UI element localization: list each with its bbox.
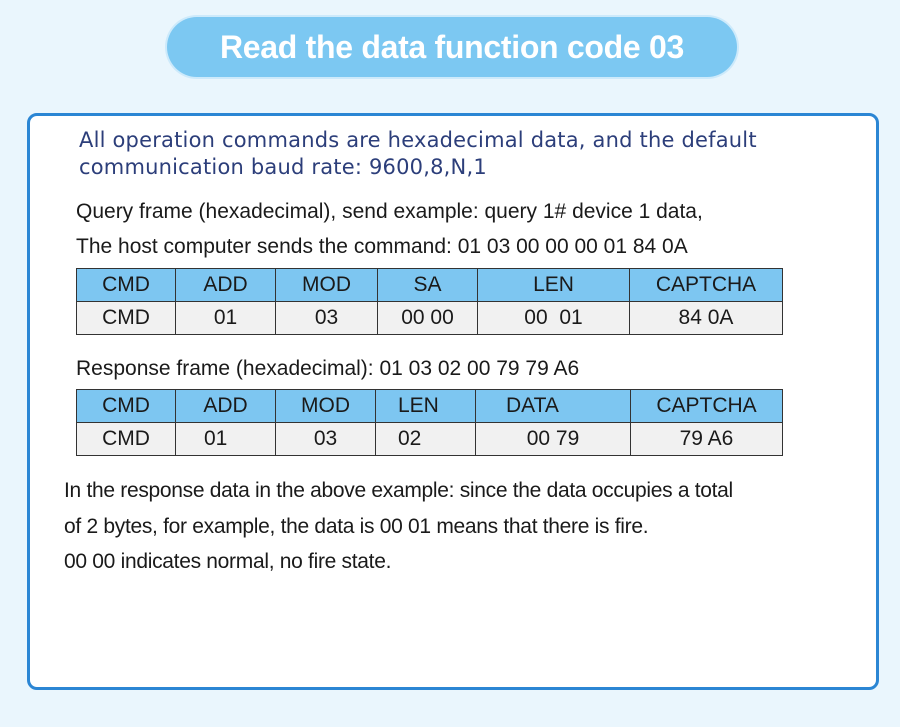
query-header-cell: MOD bbox=[275, 268, 378, 302]
response-value-cell: 03 bbox=[275, 422, 376, 456]
query-header-cell: LEN bbox=[477, 268, 630, 302]
query-frame-table: CMD ADD MOD SA LEN CAPTCHA CMD 01 03 00 … bbox=[76, 268, 783, 335]
query-table-value-row: CMD 01 03 00 00 00 01 84 0A bbox=[76, 301, 783, 335]
query-value-cell: 03 bbox=[275, 301, 378, 335]
title-banner: Read the data function code 03 bbox=[167, 17, 737, 77]
query-description: Query frame (hexadecimal), send example:… bbox=[76, 200, 703, 223]
response-header-cell: CAPTCHA bbox=[630, 389, 783, 423]
query-value-cell: 84 0A bbox=[629, 301, 783, 335]
intro-text: All operation commands are hexadecimal d… bbox=[79, 128, 757, 179]
query-header-cell: SA bbox=[377, 268, 478, 302]
response-value-cell: 02 bbox=[375, 422, 476, 456]
page-title: Read the data function code 03 bbox=[220, 28, 684, 65]
response-value-cell: 01 bbox=[175, 422, 276, 456]
query-command: The host computer sends the command: 01 … bbox=[76, 235, 688, 258]
query-header-cell: CMD bbox=[76, 268, 176, 302]
summary-line: of 2 bytes, for example, the data is 00 … bbox=[64, 514, 649, 538]
response-frame-table: CMD ADD MOD LEN DATA CAPTCHA CMD 01 03 0… bbox=[76, 389, 783, 456]
query-table-header-row: CMD ADD MOD SA LEN CAPTCHA bbox=[76, 268, 783, 302]
summary-line: 00 00 indicates normal, no fire state. bbox=[64, 550, 392, 573]
query-header-cell: CAPTCHA bbox=[629, 268, 783, 302]
query-value-cell: CMD bbox=[76, 301, 176, 335]
response-table-value-row: CMD 01 03 02 00 79 79 A6 bbox=[76, 422, 783, 456]
response-header-cell: MOD bbox=[275, 389, 376, 423]
response-value-cell: 00 79 bbox=[475, 422, 631, 456]
response-header-cell: ADD bbox=[175, 389, 276, 423]
summary-text: In the response data in the above exampl… bbox=[64, 473, 854, 580]
query-value-cell: 00 00 bbox=[377, 301, 478, 335]
response-header-cell: LEN bbox=[375, 389, 476, 423]
response-value-cell: CMD bbox=[76, 422, 176, 456]
query-value-cell: 01 bbox=[175, 301, 276, 335]
response-table-header-row: CMD ADD MOD LEN DATA CAPTCHA bbox=[76, 389, 783, 423]
response-description: Response frame (hexadecimal): 01 03 02 0… bbox=[76, 357, 580, 380]
response-header-cell: DATA bbox=[475, 389, 631, 423]
query-value-cell: 00 01 bbox=[477, 301, 630, 335]
response-header-cell: CMD bbox=[76, 389, 176, 423]
query-header-cell: ADD bbox=[175, 268, 276, 302]
summary-line: In the response data in the above exampl… bbox=[64, 479, 733, 502]
response-value-cell: 79 A6 bbox=[630, 422, 783, 456]
